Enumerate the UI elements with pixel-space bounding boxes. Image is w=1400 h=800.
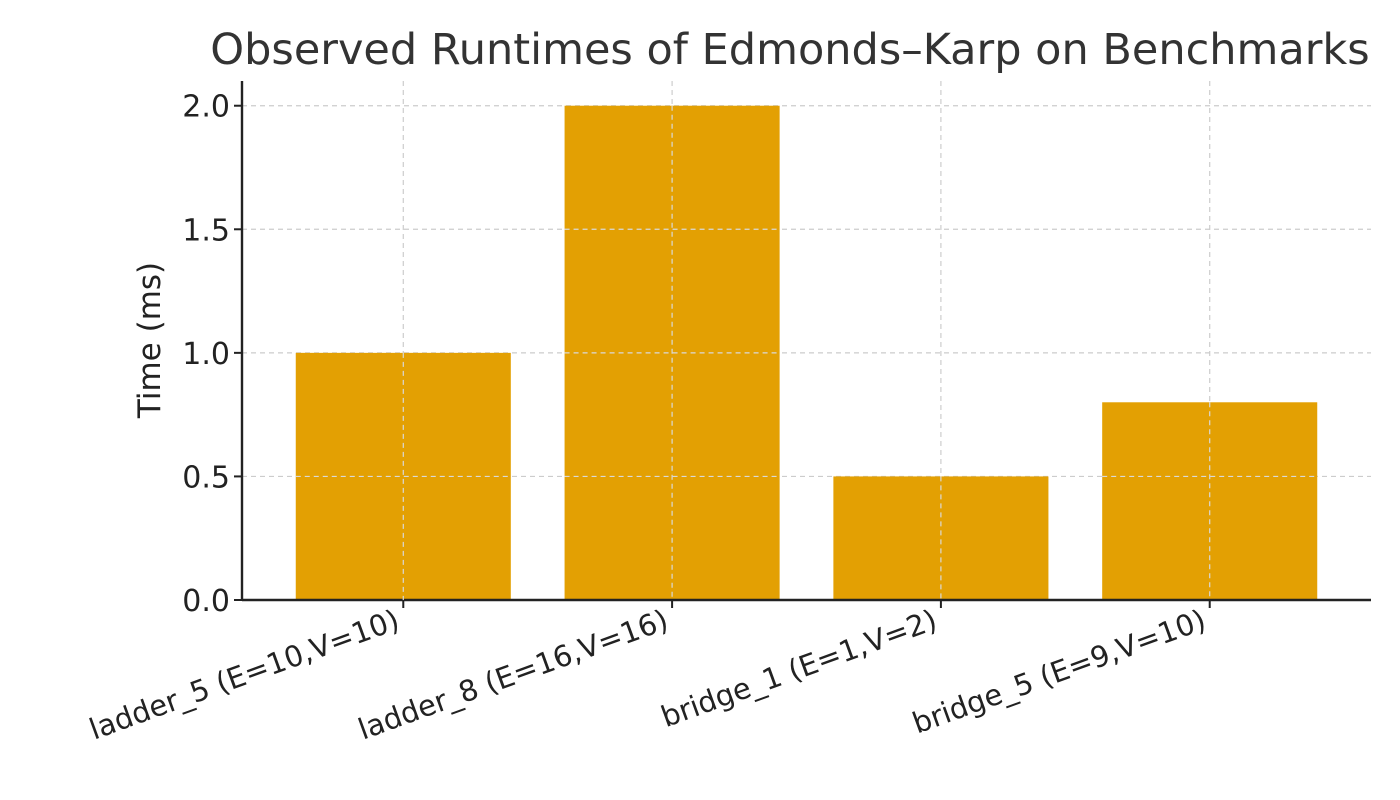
y-axis-label: Time (ms) [132, 262, 168, 419]
chart-title: Observed Runtimes of Edmonds–Karp on Ben… [210, 25, 1369, 75]
y-tick-label: 2.0 [182, 90, 230, 125]
y-tick-label: 1.5 [182, 213, 230, 248]
bar [295, 352, 511, 600]
x-tick-label: ladder_8 (E=16,V=16) [354, 603, 673, 747]
x-tick-label: ladder_5 (E=10,V=10) [85, 603, 404, 747]
axis-layer [240, 81, 1371, 602]
x-tick-label: bridge_5 (E=9,V=10) [908, 603, 1210, 741]
y-tick-label: 1.0 [182, 337, 230, 372]
y-tick-label: 0.0 [182, 584, 230, 619]
x-tick-label: bridge_1 (E=1,V=2) [656, 603, 941, 734]
y-tick-label: 0.5 [182, 460, 230, 495]
